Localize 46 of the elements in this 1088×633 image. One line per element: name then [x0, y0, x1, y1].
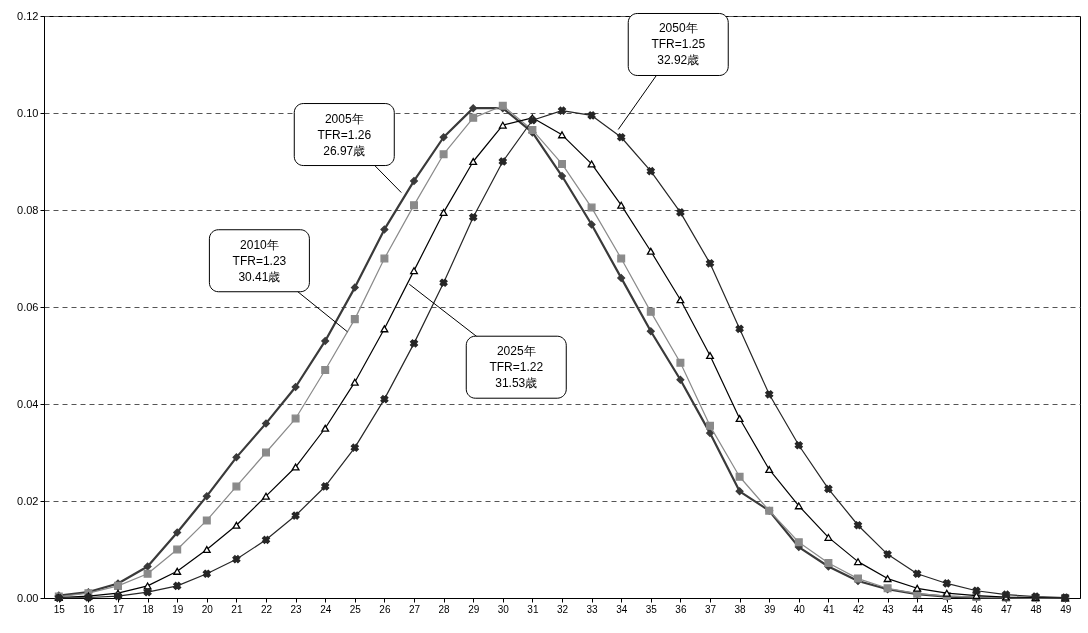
x-tick-label: 28	[438, 603, 451, 615]
x-tick-label: 40	[793, 603, 806, 615]
x-tick-label: 17	[112, 603, 125, 615]
x-tick-label: 32	[556, 603, 569, 615]
x-tick-label: 42	[852, 603, 865, 615]
y-tick-label: 0.06	[17, 300, 39, 313]
x-tick-label: 25	[349, 603, 362, 615]
annotation: 2005年 TFR=1.26 26.97歳	[317, 111, 372, 158]
x-tick-label: 47	[1000, 603, 1013, 615]
y-tick-label: 0.08	[17, 203, 39, 216]
x-tick-label: 31	[527, 603, 539, 615]
y-tick-label: 0.12	[17, 9, 39, 22]
x-tick-label: 45	[941, 603, 954, 615]
x-tick-label: 44	[912, 603, 924, 615]
x-tick-label: 22	[260, 603, 273, 615]
x-tick-label: 46	[971, 603, 983, 615]
x-tick-label: 23	[290, 603, 303, 615]
x-tick-label: 30	[497, 603, 510, 615]
x-tick-label: 43	[882, 603, 895, 615]
x-tick-label: 49	[1060, 603, 1072, 615]
x-tick-label: 38	[734, 603, 747, 615]
x-tick-label: 37	[704, 603, 717, 615]
y-tick-label: 0.04	[17, 397, 39, 410]
x-tick-label: 34	[616, 603, 628, 615]
x-tick-label: 15	[53, 603, 66, 615]
x-tick-label: 26	[379, 603, 391, 615]
y-tick-label: 0.00	[17, 591, 39, 604]
x-tick-label: 19	[172, 603, 184, 615]
x-tick-label: 36	[675, 603, 687, 615]
y-tick-label: 0.10	[17, 106, 39, 119]
y-tick-label: 0.02	[17, 494, 39, 507]
annotation: 2025年 TFR=1.22 31.53歳	[489, 344, 544, 391]
x-tick-label: 24	[320, 603, 332, 615]
annotation: 2050年 TFR=1.25 32.92歳	[651, 21, 706, 68]
x-tick-label: 29	[468, 603, 480, 615]
x-tick-label: 27	[408, 603, 421, 615]
annotation: 2010年 TFR=1.23 30.41歳	[232, 237, 287, 284]
x-tick-label: 20	[201, 603, 214, 615]
x-tick-label: 16	[83, 603, 95, 615]
x-tick-label: 35	[645, 603, 658, 615]
x-tick-label: 18	[142, 603, 155, 615]
x-tick-label: 41	[823, 603, 835, 615]
x-tick-label: 33	[586, 603, 599, 615]
x-tick-label: 48	[1030, 603, 1043, 615]
x-tick-label: 21	[231, 603, 243, 615]
x-tick-label: 39	[764, 603, 776, 615]
